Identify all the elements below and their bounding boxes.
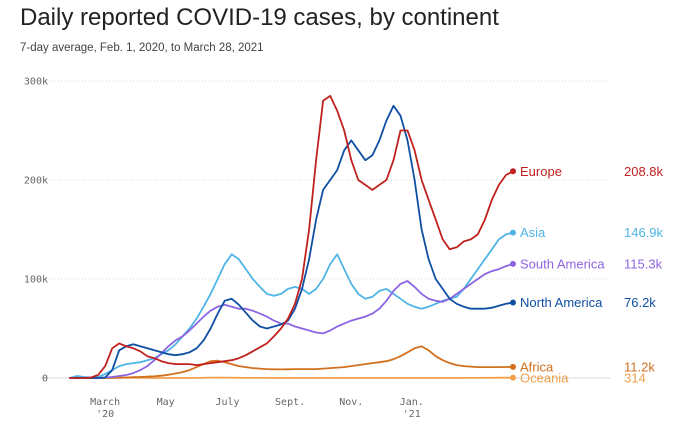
series-line-north-america bbox=[69, 104, 514, 379]
y-tick-label: 300k bbox=[24, 77, 48, 88]
series-end-dot-south-america bbox=[510, 260, 516, 267]
series-line-asia bbox=[69, 231, 514, 379]
series-value-south-america: 115.3k bbox=[624, 256, 663, 271]
series-label-africa: Africa bbox=[520, 359, 554, 374]
series-value-north-america: 76.2k bbox=[624, 295, 656, 310]
x-tick-label: May bbox=[157, 397, 175, 408]
x-tick-label: July bbox=[215, 397, 239, 408]
series-label-north-america: North America bbox=[520, 295, 603, 310]
series-end-dot-north-america bbox=[510, 299, 516, 306]
series-labels: Europe 208.8k Asia 146.9k South America 115.3… bbox=[510, 164, 664, 385]
y-tick-label: 200k bbox=[24, 176, 48, 187]
series-end-dot-asia bbox=[510, 229, 516, 236]
series-lines bbox=[69, 95, 514, 379]
x-tick-label: Sept. bbox=[275, 397, 305, 408]
x-tick-year-label: '20 bbox=[96, 409, 114, 420]
series-line-south-america bbox=[69, 262, 514, 379]
series-label-europe: Europe bbox=[520, 164, 562, 179]
y-tick-label: 0 bbox=[42, 374, 48, 385]
x-tick-label: Nov. bbox=[339, 397, 363, 408]
x-tick-label: March bbox=[90, 397, 120, 408]
series-end-dot-africa bbox=[510, 363, 516, 370]
series-line-africa bbox=[69, 345, 514, 379]
series-value-europe: 208.8k bbox=[624, 164, 664, 179]
series-line-europe bbox=[69, 95, 514, 379]
x-tick-label: Jan. bbox=[400, 397, 424, 408]
y-tick-label: 100k bbox=[24, 275, 48, 286]
y-axis: 0 100k 200k 300k bbox=[24, 77, 48, 385]
chart-title: Daily reported COVID-19 cases, by contin… bbox=[20, 4, 499, 31]
series-line-oceania bbox=[69, 376, 514, 379]
series-value-oceania: 314 bbox=[624, 370, 646, 385]
series-label-oceania: Oceania bbox=[520, 370, 569, 385]
series-end-dot-europe bbox=[510, 168, 516, 175]
x-axis: March'20 May July Sept. Nov. Jan.'21 bbox=[90, 397, 424, 420]
series-end-dot-oceania bbox=[510, 374, 516, 381]
x-tick-year-label: '21 bbox=[403, 409, 421, 420]
series-value-asia: 146.9k bbox=[624, 225, 664, 240]
series-label-south-america: South America bbox=[520, 256, 605, 271]
series-value-africa: 11.2k bbox=[624, 359, 655, 374]
series-label-asia: Asia bbox=[520, 225, 546, 240]
chart-subtitle: 7-day average, Feb. 1, 2020, to March 28… bbox=[20, 42, 264, 54]
